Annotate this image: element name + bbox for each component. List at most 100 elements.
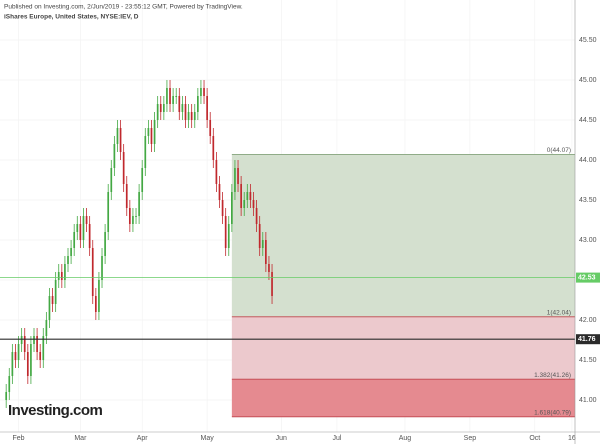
candle-body [193, 112, 196, 120]
candle-body [215, 160, 218, 184]
fib-level-label: 1(42.04) [547, 310, 571, 317]
x-tick-label: Jul [332, 435, 341, 442]
candle-body [51, 296, 54, 304]
candle-body [119, 128, 122, 152]
candle-body [42, 336, 45, 360]
candle-body [110, 168, 113, 192]
candle-body [141, 168, 144, 192]
candle-body [243, 200, 246, 208]
y-tick-label: 43.00 [579, 237, 597, 244]
price-tag [576, 334, 600, 345]
candle-body [94, 296, 97, 312]
candle-body [196, 96, 199, 112]
y-tick-label: 45.50 [579, 37, 597, 44]
y-tick-label: 41.50 [579, 357, 597, 364]
y-tick-label: 43.50 [579, 197, 597, 204]
x-tick-label: Sep [464, 435, 477, 442]
fib-zone [231, 154, 575, 317]
candle-body [57, 272, 60, 280]
x-tick-label: Aug [399, 435, 412, 442]
candle-body [45, 320, 48, 336]
candle-body [14, 352, 17, 360]
x-tick-label: 16 [568, 435, 576, 442]
y-tick-label: 41.00 [579, 397, 597, 404]
candle-body [265, 240, 267, 264]
candle-body [221, 200, 224, 216]
candle-body [135, 216, 137, 217]
candle-body [206, 96, 208, 120]
candle-body [249, 192, 252, 200]
logo: Investing.com [8, 402, 103, 419]
candle-body [212, 136, 215, 160]
candle-body [255, 208, 258, 224]
candle-body [30, 344, 32, 376]
candle-body [184, 104, 187, 120]
candle-body [85, 216, 88, 224]
candle-body [144, 136, 147, 168]
candle-body [60, 272, 63, 280]
x-tick-label: Jun [276, 435, 287, 442]
candle-body [76, 224, 79, 232]
candle-body [11, 352, 14, 376]
candle-body [153, 120, 156, 144]
candle-body [268, 264, 270, 272]
x-tick-label: Oct [529, 435, 540, 442]
candle-body [237, 168, 239, 184]
candle-body [138, 192, 140, 216]
candle-body [156, 104, 159, 120]
candle-body [240, 184, 242, 208]
candle-body [203, 88, 205, 96]
candle-body [190, 112, 193, 120]
fib-level-label: 0(44.07) [547, 147, 571, 154]
candle-body [54, 280, 57, 304]
y-tick-label: 44.00 [579, 157, 597, 164]
candle-body [231, 192, 233, 224]
y-tick-label: 44.50 [579, 117, 597, 124]
candle-body [258, 224, 261, 248]
candle-body [79, 224, 82, 240]
candle-body [209, 120, 212, 136]
candle-body [73, 232, 76, 248]
candle-body [113, 144, 116, 168]
candle-body [82, 216, 85, 240]
candle-body [104, 232, 106, 256]
candle-body [39, 352, 42, 360]
y-tick-label: 42.00 [579, 317, 597, 324]
candle-body [23, 336, 26, 352]
candle-body [178, 96, 181, 112]
x-tick-label: Mar [74, 435, 87, 442]
candle-body [125, 184, 128, 208]
fib-zone [231, 379, 575, 417]
fib-zone [231, 316, 575, 380]
plot-layer: 0(44.07) 1(42.04) 1.382(41.26) 1.618(40.79) [0, 0, 575, 432]
candle-body [132, 216, 134, 224]
x-tick-label: Feb [13, 435, 25, 442]
x-tick-label: May [201, 435, 215, 442]
candle-body [147, 128, 150, 136]
price-tag-label: 41.76 [578, 336, 596, 343]
candle-body [88, 224, 91, 248]
chart-title: iShares Europe, United States, NYSE:IEV,… [4, 14, 139, 21]
candle-body [159, 104, 162, 112]
candle-body [36, 336, 38, 352]
candle-body [234, 168, 236, 192]
candle-body [107, 192, 110, 232]
candle-body [218, 184, 221, 200]
candle-body [8, 376, 11, 392]
candle-body [227, 224, 230, 248]
candle-body [48, 296, 51, 320]
candle-body [17, 344, 20, 360]
candle-body [181, 104, 184, 112]
price-tag [576, 272, 600, 283]
candle-body [150, 128, 153, 144]
candle-body [64, 264, 66, 280]
candle-body [162, 104, 165, 112]
candle-body [122, 152, 125, 184]
candle-body [271, 272, 273, 296]
candle-body [67, 256, 69, 264]
candle-body [246, 192, 249, 200]
fib-level-label: 1.382(41.26) [534, 372, 571, 379]
fib-level-label: 1.618(40.79) [534, 410, 571, 417]
candle-body [200, 88, 202, 96]
candle-body [91, 248, 94, 296]
